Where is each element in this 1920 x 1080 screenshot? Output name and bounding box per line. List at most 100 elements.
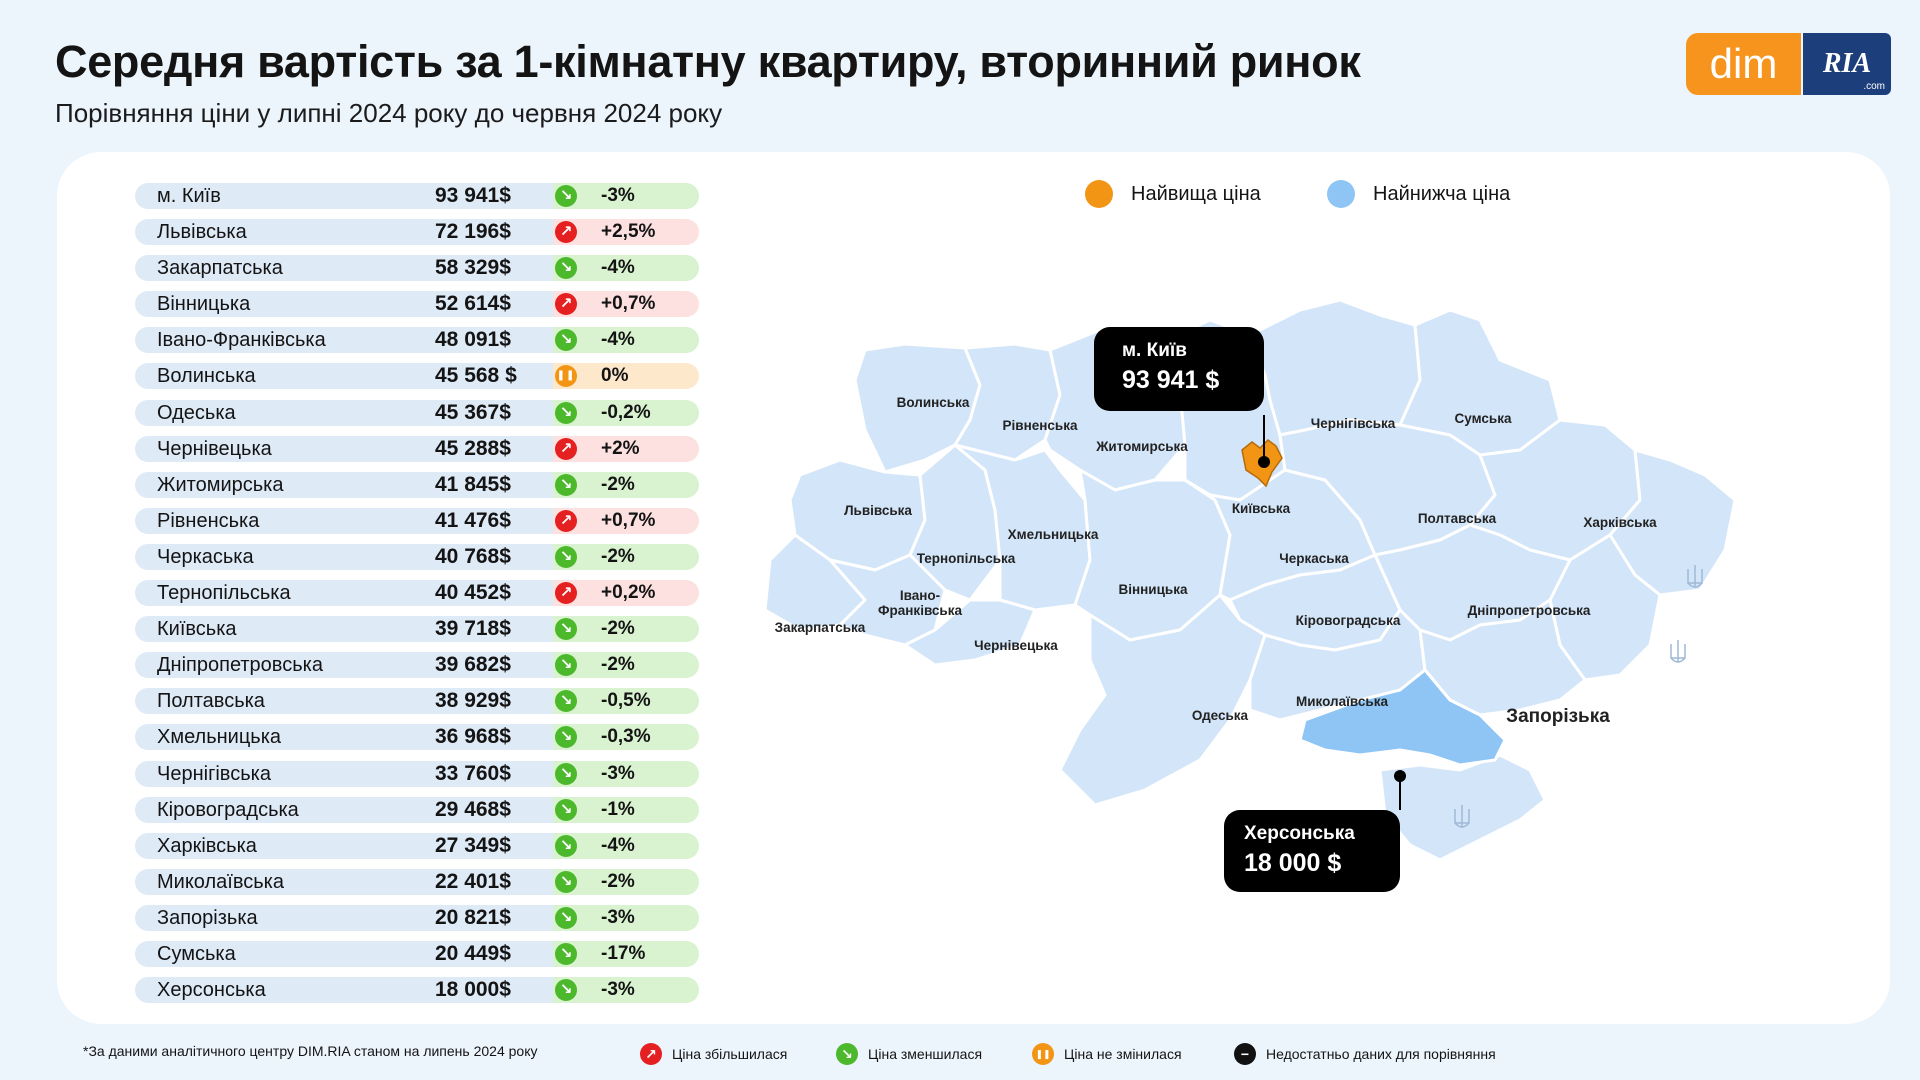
price-change: -4% — [601, 257, 635, 279]
footer-source: *За даними аналітичного центру DIM.RIA с… — [83, 1043, 537, 1059]
page-subtitle: Порівняння ціни у липні 2024 року до чер… — [55, 98, 723, 128]
row-name-bg — [135, 219, 555, 246]
table-row: Запорізька 20 821$ ↘ -3% — [135, 902, 699, 938]
map-label-ivano-2: Франківська — [878, 603, 962, 618]
trident-icon-3 — [1454, 805, 1470, 828]
arrow-down-icon: ↘ — [555, 979, 577, 1002]
region-name: Київська — [157, 618, 237, 641]
price-change: -4% — [601, 834, 635, 856]
price-change: -0,2% — [601, 401, 651, 423]
table-row: Закарпатська 58 329$ ↘ -4% — [135, 252, 699, 288]
footer-legend-up: ↗ Ціна збільшилася — [640, 1043, 787, 1065]
row-change-bg — [553, 363, 699, 390]
map-label-chernivetska: Чернівецька — [974, 638, 1058, 653]
arrow-down-icon: ↘ — [555, 942, 577, 965]
row-name-bg — [135, 940, 555, 967]
map-label-poltavska: Полтавська — [1418, 511, 1497, 526]
row-name-bg — [135, 796, 555, 823]
region-price: 39 682$ — [435, 653, 511, 677]
region-price: 93 941$ — [435, 184, 511, 207]
row-change-bg — [553, 977, 699, 1004]
legend-lowest: Найнижча ціна — [1327, 180, 1510, 208]
region-name: Івано-Франківська — [157, 329, 326, 352]
region-name: Харківська — [157, 834, 257, 857]
map-label-khmelnytska: Хмельницька — [1008, 527, 1099, 542]
row-change-bg — [553, 219, 699, 246]
region-price: 45 288$ — [435, 436, 511, 460]
callout-kherson-price: 18 000 $ — [1244, 849, 1342, 877]
arrow-down-icon: ↘ — [555, 906, 577, 929]
logo-ria: RIA .com — [1803, 33, 1891, 95]
price-change: -3% — [601, 185, 635, 206]
map-label-zaporizka: Запорізька — [1506, 706, 1610, 727]
region-name: Кіровоградська — [157, 798, 299, 821]
trident-icon-2 — [1670, 640, 1686, 663]
table-row: Одеська 45 367$ ↘ -0,2% — [135, 397, 699, 433]
row-name-bg — [135, 435, 555, 462]
region-name: Рівненська — [157, 509, 260, 532]
region-name: Тернопільська — [157, 582, 291, 605]
row-name-bg — [135, 471, 555, 498]
row-change-bg — [553, 904, 699, 931]
region-price: 52 614$ — [435, 292, 511, 316]
dimria-logo[interactable]: dim RIA .com — [1686, 33, 1891, 95]
region-name: Волинська — [157, 365, 256, 388]
row-change-bg — [553, 471, 699, 498]
trident-icon-1 — [1687, 565, 1703, 588]
table-row: Чернівецька 45 288$ ↗ +2% — [135, 433, 699, 469]
price-change: +0,7% — [601, 293, 656, 315]
map-label-kirovohradska: Кіровоградська — [1296, 613, 1401, 628]
price-change: -1% — [601, 798, 635, 820]
region-name: Одеська — [157, 401, 236, 424]
row-change-bg — [553, 616, 699, 643]
row-name-bg — [135, 183, 555, 209]
map-label-zhytomyrska: Житомирська — [1095, 439, 1188, 454]
region-name: Сумська — [157, 942, 236, 965]
price-change: +2% — [601, 437, 640, 459]
legend-highest-label: Найвища ціна — [1131, 182, 1261, 205]
arrow-up-icon: ↗ — [555, 293, 577, 316]
row-name-bg — [135, 652, 555, 679]
row-change-bg — [553, 652, 699, 679]
table-row: Вінницька 52 614$ ↗ +0,7% — [135, 288, 699, 324]
arrow-down-icon: ↘ — [555, 870, 577, 893]
price-change: -2% — [601, 870, 635, 892]
arrow-down-icon: ↘ — [555, 798, 577, 821]
region-price: 27 349$ — [435, 833, 511, 857]
table-row: Дніпропетровська 39 682$ ↘ -2% — [135, 649, 699, 685]
region-name: м. Київ — [157, 185, 221, 207]
region-name: Львівська — [157, 221, 247, 244]
region-price: 41 845$ — [435, 472, 511, 496]
arrow-down-icon: ↘ — [555, 401, 577, 424]
price-change: -3% — [601, 762, 635, 784]
price-change: -0,5% — [601, 690, 651, 712]
arrow-down-icon: ↘ — [555, 726, 577, 749]
map-label-mykolaivska: Миколаївська — [1296, 694, 1388, 709]
arrow-up-icon: ↗ — [555, 582, 577, 605]
price-change: +0,2% — [601, 582, 656, 604]
footer-legend-same-label: Ціна не змінилася — [1064, 1046, 1182, 1062]
map-label-zakarpatska: Закарпатська — [775, 620, 866, 635]
region-price: 58 329$ — [435, 256, 511, 280]
price-change: -2% — [601, 618, 635, 640]
region-price: 18 000$ — [435, 978, 511, 1002]
logo-com-text: .com — [1863, 81, 1885, 92]
row-name-bg — [135, 291, 555, 318]
region-price: 40 768$ — [435, 544, 511, 568]
region-price: 29 468$ — [435, 797, 511, 821]
region-odeska — [1058, 593, 1267, 807]
price-change: -2% — [601, 473, 635, 495]
row-change-bg — [553, 832, 699, 859]
callout-kyiv-price: 93 941 $ — [1122, 366, 1220, 394]
map-label-odeska: Одеська — [1192, 708, 1249, 723]
arrow-down-icon: ↘ — [555, 329, 577, 352]
arrow-down-icon: ↘ — [555, 185, 577, 207]
region-name: Чернігівська — [157, 762, 271, 785]
row-name-bg — [135, 868, 555, 895]
footer-legend-up-label: Ціна збільшилася — [672, 1046, 788, 1062]
pause-icon: ❚❚ — [555, 365, 577, 388]
map-label-vinnytska: Вінницька — [1119, 582, 1188, 597]
price-change: +2,5% — [601, 221, 656, 243]
map-label-ternopilska: Тернопільська — [917, 551, 1016, 566]
region-name: Запорізька — [157, 906, 258, 929]
